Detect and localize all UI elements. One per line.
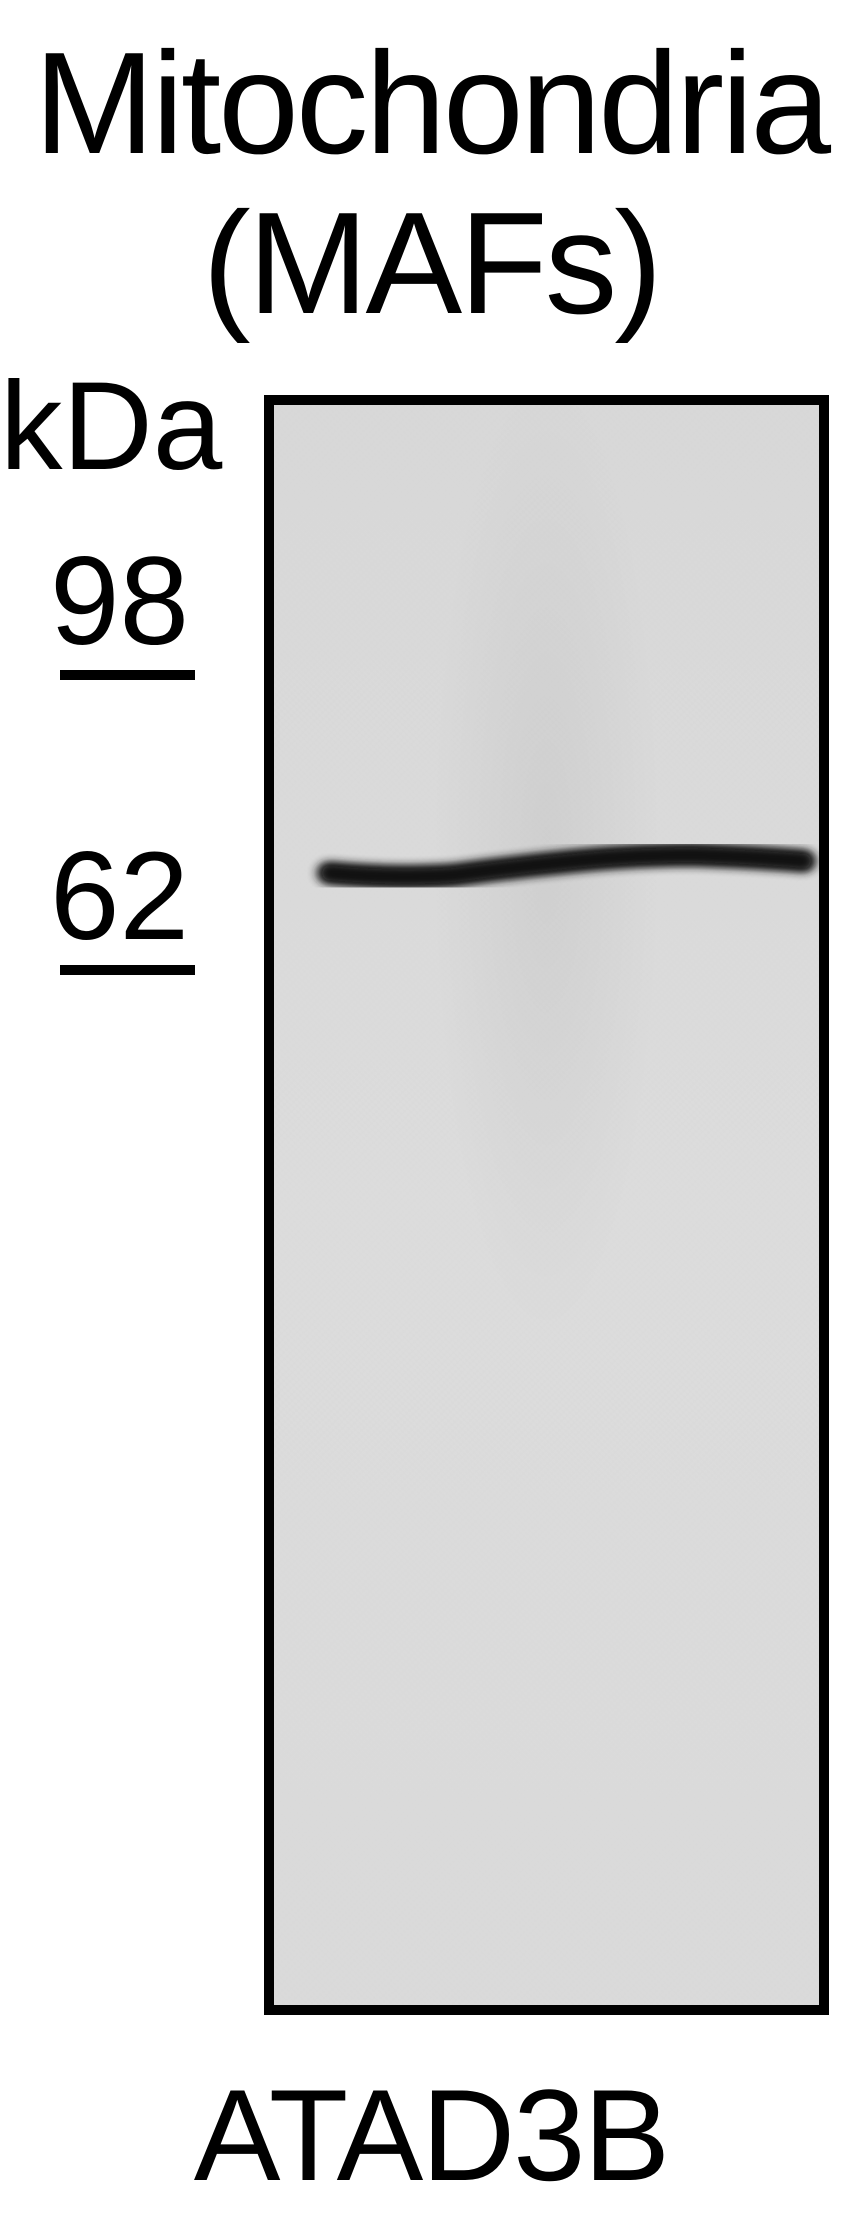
protein-label: ATAD3B	[0, 2060, 862, 2210]
unit-label-kda: kDa	[0, 355, 222, 498]
marker-98-tick	[60, 670, 195, 680]
membrane-texture	[274, 405, 819, 2005]
title-line1: Mitochondria	[0, 20, 862, 187]
marker-62-label: 62	[50, 825, 189, 968]
marker-62-tick	[60, 965, 195, 975]
western-blot-frame	[264, 395, 829, 2015]
western-blot-membrane	[274, 405, 819, 2005]
title-line2: (MAFs)	[0, 180, 862, 347]
marker-98-label: 98	[50, 530, 189, 673]
